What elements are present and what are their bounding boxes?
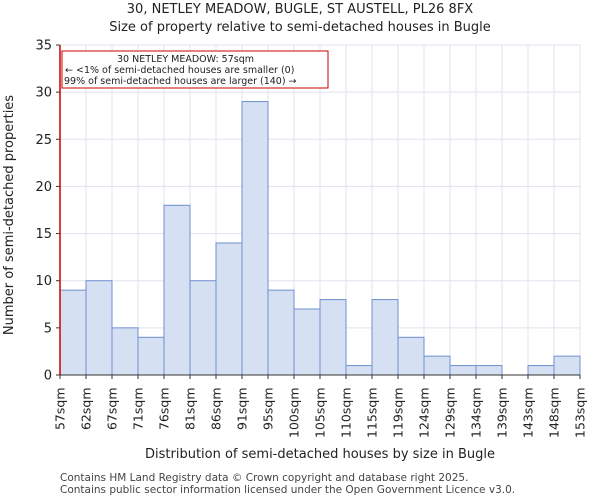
histogram-bar	[553, 355, 581, 376]
annotation-line: 99% of semi-detached houses are larger (…	[64, 76, 297, 87]
y-tick-label: 25	[35, 133, 52, 148]
x-tick-label: 86sqm	[209, 388, 224, 431]
histogram-bar	[423, 355, 451, 376]
y-tick-label: 30	[35, 86, 52, 101]
histogram-bar	[475, 365, 503, 376]
x-tick-label: 71sqm	[131, 388, 146, 431]
chart-subtitle: Size of property relative to semi-detach…	[109, 20, 491, 35]
y-tick-label: 35	[35, 39, 52, 54]
x-tick-label: 134sqm	[469, 388, 484, 438]
x-tick-label: 153sqm	[573, 388, 588, 438]
x-tick-label: 105sqm	[313, 388, 328, 438]
histogram-bar	[319, 299, 347, 376]
histogram-bar	[111, 327, 139, 376]
histogram-chart: 0 5 10 15 20 25 30 35 57sqm 62sqm 67sqm 71sqm 76sqm 8…	[2, 39, 588, 463]
histogram-bar	[527, 365, 555, 376]
x-tick-label: 57sqm	[53, 388, 68, 431]
x-tick-label: 143sqm	[521, 388, 536, 438]
histogram-bar	[397, 336, 425, 376]
x-tick-label: 139sqm	[495, 388, 510, 438]
x-axis-title: Distribution of semi-detached houses by …	[145, 447, 495, 462]
annotation-line: ← <1% of semi-detached houses are smalle…	[65, 65, 294, 76]
y-axis-title: Number of semi-detached properties	[2, 95, 17, 335]
histogram-bar	[59, 289, 87, 376]
annotation-box	[61, 50, 329, 89]
y-tick-label: 15	[35, 227, 52, 242]
footer-licence: Contains public sector information licen…	[60, 484, 516, 496]
histogram-bar	[137, 336, 165, 376]
x-tick-label: 81sqm	[183, 388, 198, 431]
x-tick-label: 119sqm	[391, 388, 406, 438]
y-tick-label: 20	[35, 180, 52, 195]
annotation-line: 30 NETLEY MEADOW: 57sqm	[117, 54, 254, 65]
histogram-bar	[241, 101, 269, 376]
x-tick-label: 110sqm	[339, 388, 354, 438]
footer-copyright: Contains HM Land Registry data © Crown c…	[60, 472, 469, 484]
x-tick-label: 67sqm	[105, 388, 120, 431]
y-tick-label: 5	[44, 321, 52, 336]
x-tick-label: 95sqm	[261, 388, 276, 431]
x-tick-label: 115sqm	[365, 388, 380, 438]
x-tick-label: 62sqm	[79, 388, 94, 431]
histogram-bar	[449, 365, 477, 376]
histogram-bar	[189, 280, 217, 376]
x-tick-label: 76sqm	[157, 388, 172, 431]
histogram-bar	[85, 280, 113, 376]
histogram-bar	[293, 308, 321, 376]
x-tick-label: 100sqm	[287, 388, 302, 438]
y-tick-label: 0	[44, 369, 52, 384]
chart-title: 30, NETLEY MEADOW, BUGLE, ST AUSTELL, PL…	[126, 2, 474, 17]
x-tick-label: 129sqm	[443, 388, 458, 438]
histogram-bar	[163, 204, 191, 376]
histogram-bar	[345, 365, 373, 376]
x-tick-label: 124sqm	[417, 388, 432, 438]
x-tick-label: 91sqm	[235, 388, 250, 431]
x-tick-label: 148sqm	[547, 388, 562, 438]
histogram-bar	[267, 289, 295, 376]
histogram-bar	[371, 299, 399, 376]
histogram-bar	[215, 242, 243, 376]
y-tick-label: 10	[35, 274, 52, 289]
